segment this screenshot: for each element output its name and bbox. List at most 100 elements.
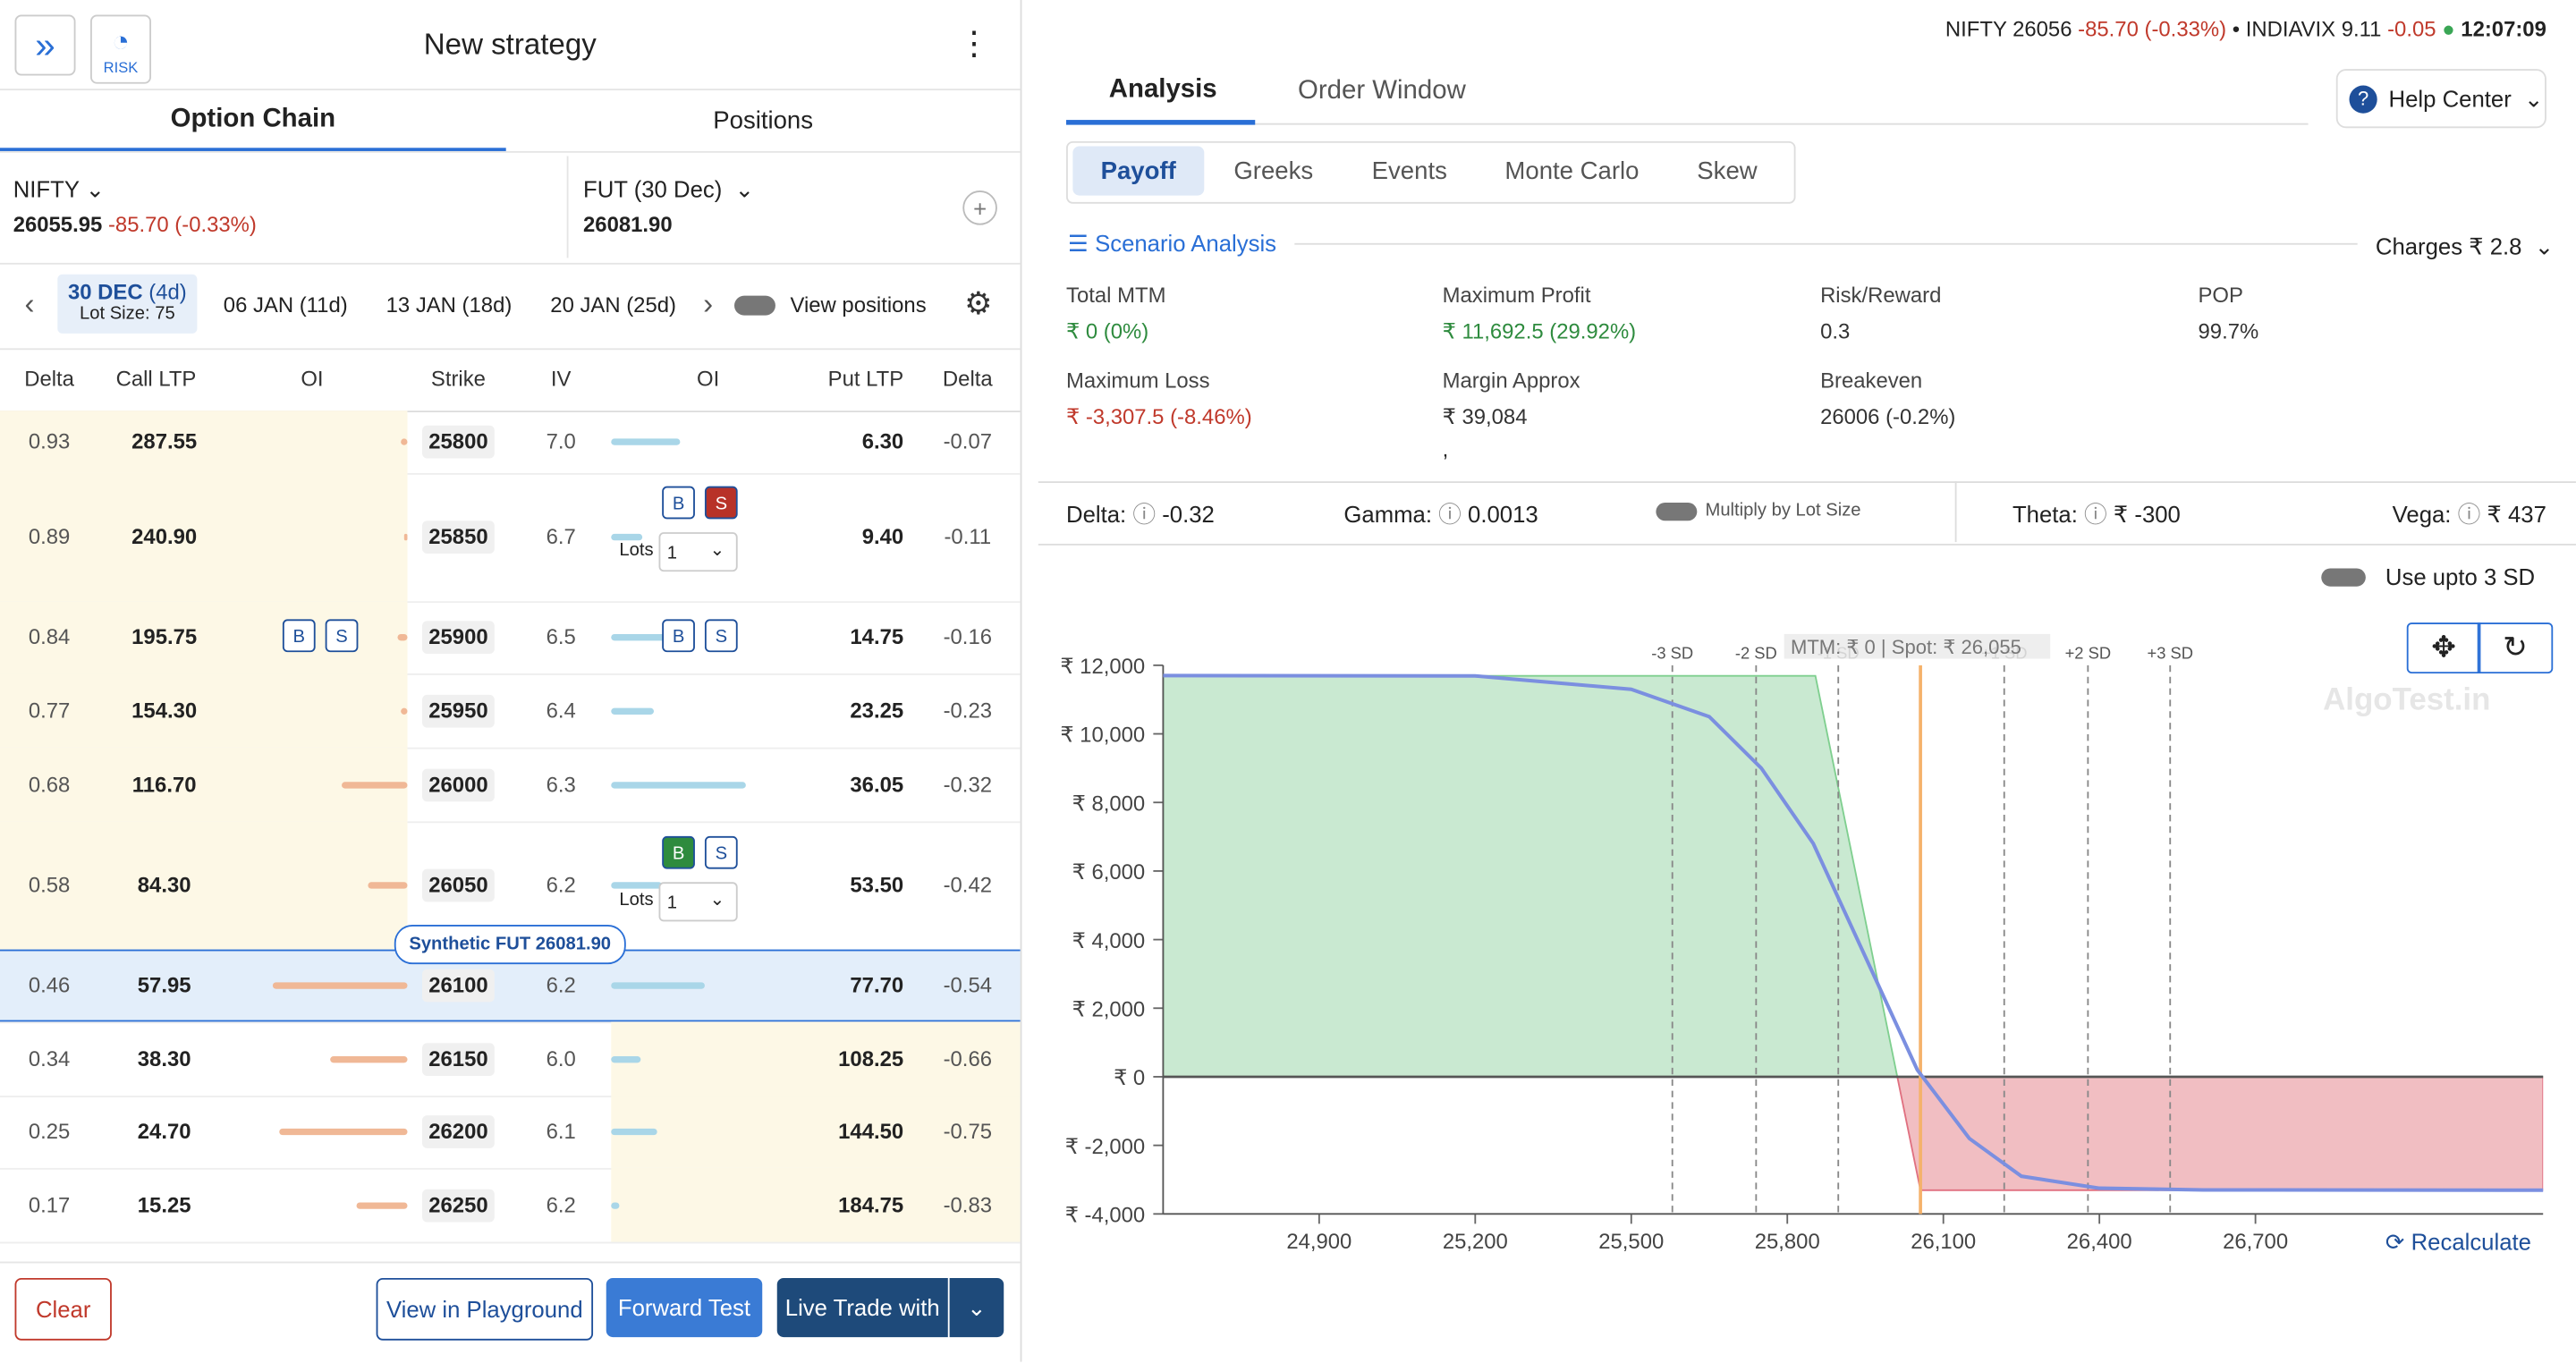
iv: 6.4 [534,698,589,723]
stat-label: Maximum Profit [1443,283,1591,308]
instrument-name[interactable]: NIFTY ⌄ [13,176,106,204]
put-delta: -0.07 [920,428,1016,453]
iv: 6.7 [534,524,589,549]
reset-button[interactable]: ↻ [2478,622,2553,673]
tab[interactable]: Positions [506,106,1021,134]
toggle[interactable] [734,296,775,316]
tab[interactable]: Order Window [1298,77,1466,106]
call-oi-bar [404,534,408,540]
divider [1955,481,1957,542]
strike: 26250 [422,1189,495,1222]
subtab[interactable]: Skew [1697,157,1757,185]
toggle[interactable] [2321,568,2366,586]
tab-underline [1066,120,1255,125]
lots-select[interactable]: 1 [659,882,738,921]
active-expiry[interactable]: 30 DEC (4d)Lot Size: 75 [57,275,197,334]
divider [1294,243,2357,245]
text: Charges ₹ 2.8 [2376,233,2522,259]
subtab[interactable]: Monte Carlo [1504,157,1639,185]
menu-kebab[interactable]: ⋮ [958,23,991,64]
subtab[interactable]: Events [1372,157,1447,185]
text: NIFTY [13,176,80,202]
expiry[interactable]: 13 JAN (18d) [386,292,513,317]
call-delta: 0.89 [4,524,96,549]
expiry[interactable]: 20 JAN (25d) [550,292,676,317]
put-oi-bar [611,1055,640,1062]
recalculate[interactable]: ⟳ Recalculate [2385,1229,2531,1257]
settings[interactable]: ⚙ [964,286,992,324]
put-delta: -0.32 [920,771,1016,796]
buy-button[interactable]: B [283,619,316,652]
lot-size: Lot Size: 75 [57,304,197,324]
strike: 26150 [422,1042,495,1075]
put-delta: -0.66 [920,1046,1016,1071]
strike: 25850 [422,521,495,554]
charges[interactable]: Charges ₹ 2.8 ⌄ [2376,233,2554,261]
greek-value: -0.32 [1162,501,1215,527]
change: -85.70 (-0.33%) [108,212,257,237]
add-button[interactable]: + [962,190,997,225]
put-oi-bar [611,534,642,540]
tab[interactable]: Option Chain [0,106,506,135]
instrument-price-row: 26055.95 -85.70 (-0.33%) [13,212,257,237]
stat-value: 99.7% [2199,318,2259,343]
playground-button[interactable]: View in Playground [377,1278,593,1341]
next-arrow[interactable]: › [703,287,713,322]
put-oi-bar [611,438,680,444]
sell-button[interactable]: S [705,836,738,869]
lots-label: Lots [619,540,653,560]
put-ltp: 36.05 [772,771,903,796]
put-delta: -0.23 [920,698,1016,723]
call-ltp: 195.75 [102,624,227,649]
call-ltp: 116.70 [102,771,227,796]
expiry[interactable]: 06 JAN (11d) [224,292,348,317]
stat-value: ₹ -3,307.5 (-8.46%) [1066,404,1252,430]
put-ltp: 53.50 [772,872,903,897]
subtab[interactable]: Greeks [1233,157,1313,185]
live-trade-dropdown[interactable]: ⌄ [950,1278,1004,1337]
put-delta: -0.11 [920,524,1016,549]
greek: Gamma: ⓘ 0.0013 [1343,498,1538,531]
pan-button[interactable]: ✥ [2407,622,2481,673]
scenario-analysis[interactable]: ☰ Scenario Analysis [1068,230,1276,258]
lots-select[interactable]: 1 [659,532,738,571]
forward-test-button[interactable]: Forward Test [606,1278,762,1337]
column-header: Strike [411,367,506,392]
stat-label: Breakeven [1820,368,1922,393]
live-trade-button[interactable]: Live Trade with [777,1278,948,1337]
put-delta: -0.16 [920,624,1016,649]
column-header: Call LTP [102,367,210,392]
ticker: NIFTY 26056 -85.70 (-0.33%) • INDIAVIX 9… [1945,16,2546,41]
divider [0,1262,1021,1264]
prev-arrow[interactable]: ‹ [25,287,35,322]
call-ltp: 84.30 [102,872,227,897]
put-delta: -0.75 [920,1119,1016,1144]
sell-button[interactable]: S [705,487,738,520]
fut-name[interactable]: FUT (30 Dec) ⌄ [583,176,754,204]
call-delta: 0.25 [4,1119,96,1144]
buy-button[interactable]: B [662,836,695,869]
column-header: OI [247,367,378,392]
right-panel [1038,0,2576,1362]
toggle[interactable] [1656,503,1697,521]
column-header: Delta [920,367,1016,392]
call-delta: 0.68 [4,771,96,796]
put-oi-bar [611,1129,657,1135]
greek: Delta: ⓘ -0.32 [1066,498,1215,531]
sell-button[interactable]: S [326,619,359,652]
clear-button[interactable]: Clear [15,1278,112,1341]
greek-label: Gamma: [1343,501,1432,527]
put-ltp: 184.75 [772,1192,903,1217]
text: INDIAVIX 9.11 [2246,16,2382,41]
sell-button[interactable]: S [705,619,738,652]
greek: Theta: ⓘ ₹ -300 [2012,498,2181,531]
stat-label: Margin Approx [1443,368,1580,393]
buy-button[interactable]: B [662,487,695,520]
divider [0,151,1021,153]
call-oi-bar [279,1129,407,1135]
call-oi-bar [330,1055,407,1062]
tab[interactable]: Analysis [1109,75,1217,105]
help-center[interactable]: ?Help Center ⌄ [2336,69,2546,128]
subtab[interactable]: Payoff [1101,157,1176,185]
buy-button[interactable]: B [662,619,695,652]
